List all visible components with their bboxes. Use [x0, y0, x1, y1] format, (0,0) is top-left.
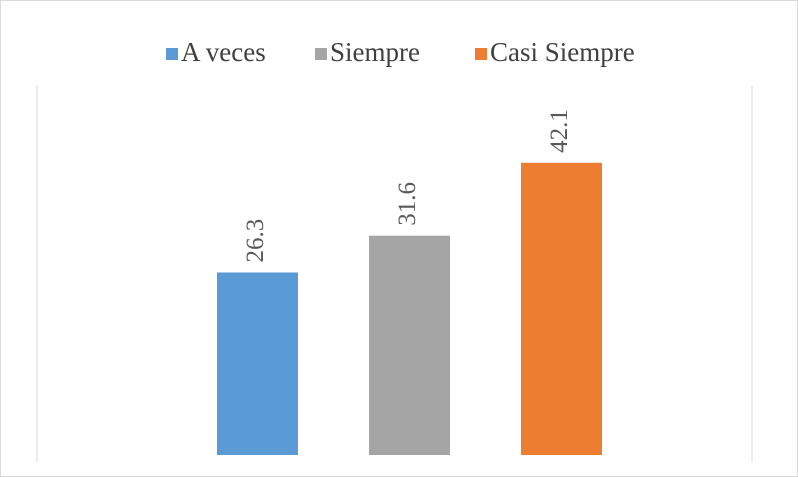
- bar: [369, 235, 450, 455]
- data-label: 26.3: [242, 219, 269, 263]
- legend-swatch: [166, 48, 178, 60]
- legend-label: Siempre: [330, 37, 420, 67]
- legend-label: Casi Siempre: [490, 37, 635, 67]
- data-label: 31.6: [394, 182, 421, 226]
- bar: [521, 162, 602, 456]
- legend-label: A veces: [181, 37, 266, 67]
- legend-swatch: [475, 48, 487, 60]
- legend-swatch: [315, 48, 327, 60]
- bar: [217, 272, 298, 455]
- data-label: 42.1: [546, 109, 573, 153]
